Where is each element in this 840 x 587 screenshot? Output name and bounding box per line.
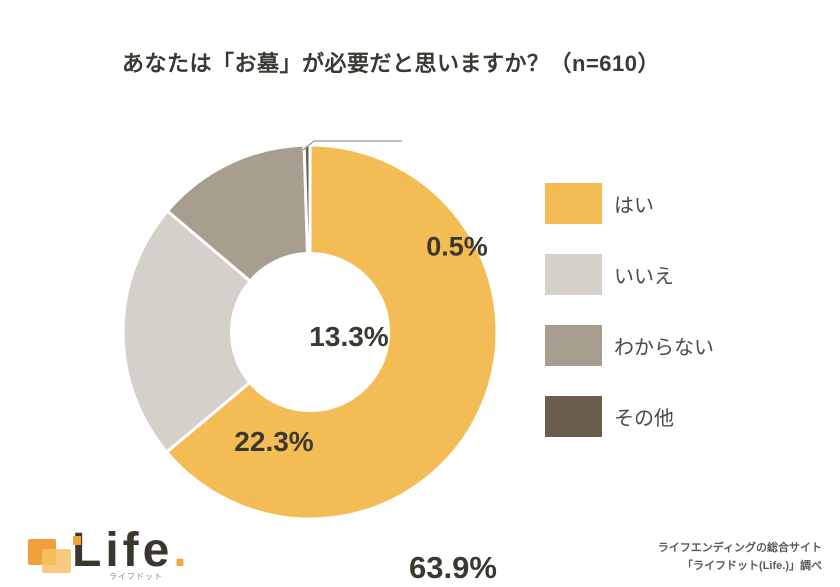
donut-chart: 63.9% 22.3% 13.3% 0.5% [100,120,520,585]
legend-swatch-dontknow [545,325,602,366]
donut-slice-2 [165,143,310,284]
legend-swatch-yes [545,183,602,224]
credit-line-2: 「ライフドット(Life.)」調べ [682,560,822,572]
credit-line-1: ライフエンディングの総合サイト [657,542,822,554]
logo-l-accent-icon [73,536,81,545]
legend-item-other: その他 [545,396,714,437]
logo-mark-square-light-icon [42,549,71,573]
slice-label-other: 0.5% [426,231,488,262]
legend-item-dontknow: わからない [545,325,714,366]
legend: はい いいえ わからない その他 [545,183,714,437]
slice-label-yes: 63.9% [409,550,497,585]
logo-subtitle: ライフドット [109,572,163,581]
legend-swatch-other [545,396,602,437]
slice-label-dontknow: 13.3% [309,321,389,352]
legend-item-yes: はい [545,183,714,224]
legend-label-yes: はい [614,195,654,217]
legend-label-other: その他 [614,408,674,430]
source-credit: ライフエンディングの総合サイト 「ライフドット(Life.)」調べ [658,539,822,575]
legend-label-dontknow: わからない [614,337,714,359]
donut-slice-3 [302,143,312,256]
chart-title: あなたは「お墓」が必要だと思いますか？（n=610） [122,51,660,76]
legend-swatch-no [545,254,602,295]
donut-svg [121,140,499,521]
leader-line-other [302,140,402,151]
slice-label-no: 22.3% [234,426,314,457]
legend-label-no: いいえ [614,266,674,288]
donut-slice-0 [164,143,499,521]
legend-item-no: いいえ [545,254,714,295]
logo-dot: . [173,524,191,577]
logo-text: Life. [72,524,191,577]
donut-slice-1 [121,208,253,455]
logo: Life. ライフドット [18,524,238,582]
